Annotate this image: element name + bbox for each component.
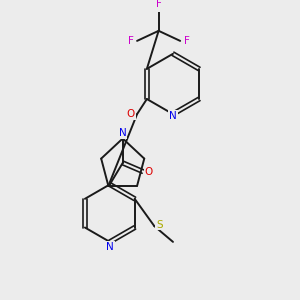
Text: O: O: [127, 109, 135, 119]
Text: F: F: [184, 36, 189, 46]
Text: F: F: [128, 36, 134, 46]
Text: N: N: [169, 110, 177, 121]
Text: N: N: [106, 242, 114, 252]
Text: N: N: [119, 128, 127, 138]
Text: S: S: [156, 220, 163, 230]
Text: F: F: [156, 0, 162, 9]
Text: O: O: [144, 167, 153, 176]
